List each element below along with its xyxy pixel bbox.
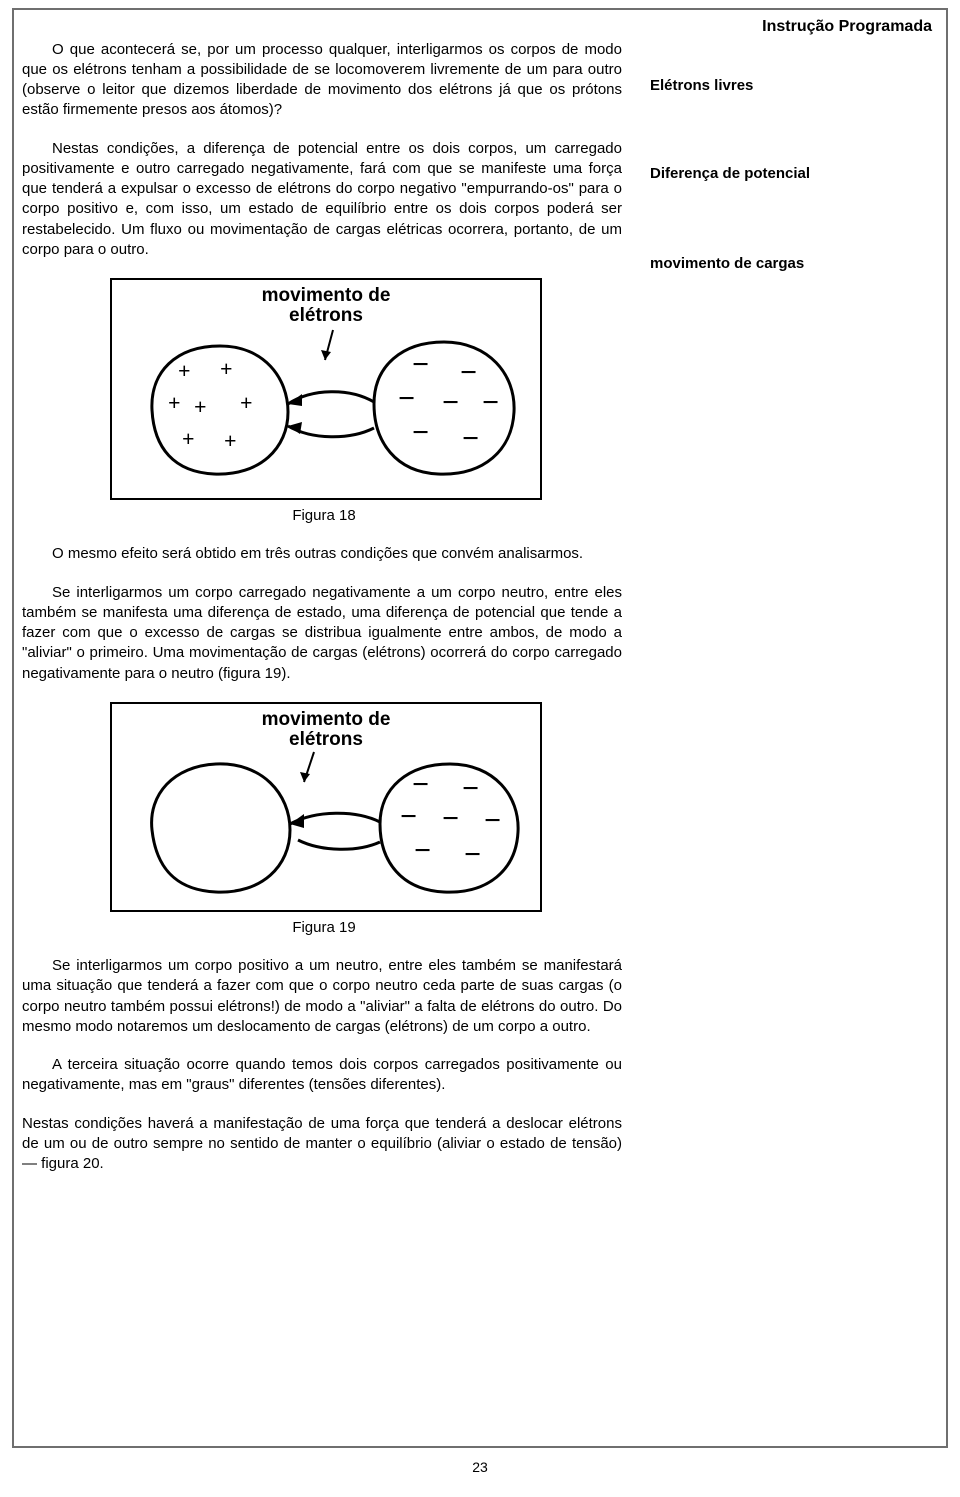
page-number: 23 — [12, 1458, 948, 1477]
plus-sign: + — [224, 430, 237, 452]
figure-19-box: movimento de elétrons — [110, 702, 542, 912]
header-title: Instrução Programada — [22, 16, 938, 38]
page-border: Instrução Programada O que acontecerá se… — [12, 8, 948, 1448]
side-column: Elétrons livres Diferença de potencial m… — [650, 40, 938, 1193]
side-note-1: Elétrons livres — [650, 76, 938, 96]
plus-sign: + — [182, 428, 195, 450]
plus-sign: + — [220, 358, 233, 380]
two-column-layout: O que acontecerá se, por um processo qua… — [22, 40, 938, 1193]
paragraph-5: Se interligarmos um corpo positivo a um … — [22, 956, 622, 1037]
minus-sign: − — [482, 388, 499, 418]
paragraph-4: Se interligarmos um corpo carregado nega… — [22, 583, 622, 684]
side-note-3: movimento de cargas — [650, 254, 938, 274]
minus-sign: − — [442, 804, 459, 834]
side-note-2: Diferença de potencial — [650, 164, 938, 184]
paragraph-6: A terceira situação ocorre quando temos … — [22, 1055, 622, 1096]
plus-sign: + — [240, 392, 253, 414]
plus-sign: + — [178, 360, 191, 382]
figure-18-caption: Figura 18 — [110, 506, 538, 526]
minus-sign: − — [412, 350, 429, 380]
figure-18-box: movimento de elétrons — [110, 278, 542, 500]
minus-sign: − — [462, 774, 479, 804]
minus-sign: − — [484, 806, 501, 836]
figure-18-svg — [112, 280, 540, 498]
plus-sign: + — [194, 396, 207, 418]
figure-19-svg — [112, 704, 540, 910]
paragraph-3: O mesmo efeito será obtido em três outra… — [22, 544, 622, 564]
minus-sign: − — [400, 802, 417, 832]
minus-sign: − — [414, 836, 431, 866]
minus-sign: − — [412, 418, 429, 448]
minus-sign: − — [442, 388, 459, 418]
paragraph-2: Nestas condições, a diferença de potenci… — [22, 139, 622, 261]
page: Instrução Programada O que acontecerá se… — [0, 0, 960, 1497]
main-column: O que acontecerá se, por um processo qua… — [22, 40, 622, 1193]
minus-sign: − — [460, 358, 477, 388]
plus-sign: + — [168, 392, 181, 414]
paragraph-1: O que acontecerá se, por um processo qua… — [22, 40, 622, 121]
minus-sign: − — [398, 384, 415, 414]
figure-19-caption: Figura 19 — [110, 918, 538, 938]
minus-sign: − — [412, 770, 429, 800]
minus-sign: − — [464, 840, 481, 870]
minus-sign: − — [462, 424, 479, 454]
paragraph-7: Nestas condições haverá a manifestação d… — [22, 1114, 622, 1175]
